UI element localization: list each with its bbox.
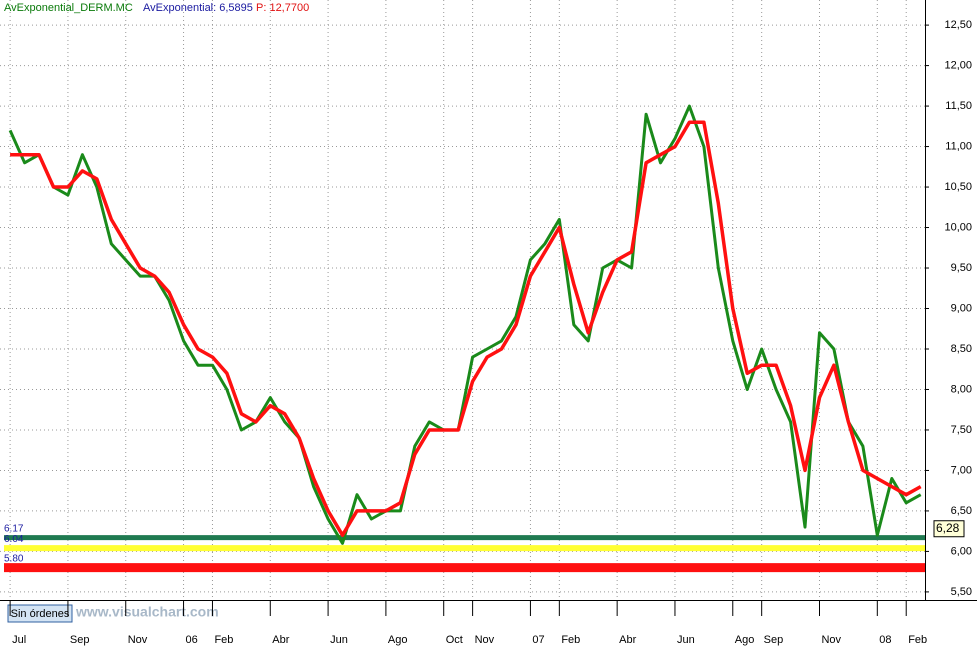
last-price-label: 6,28 — [936, 521, 960, 535]
x-tick-label: Jun — [677, 634, 695, 646]
y-tick-label: 12,00 — [944, 59, 972, 71]
y-tick-label: 7,50 — [951, 424, 972, 436]
level-label: 5.80 — [4, 553, 24, 564]
level-label: 6.04 — [4, 534, 24, 545]
header-name: AvExponential_DERM.MC — [4, 2, 133, 14]
x-tick-label: Nov — [128, 634, 148, 646]
y-tick-label: 10,50 — [944, 181, 972, 193]
series-line — [8, 104, 922, 545]
x-tick-label: Oct — [446, 634, 463, 646]
y-tick-label: 6,00 — [951, 545, 972, 557]
x-tick-label: Abr — [619, 634, 636, 646]
x-tick-label: Abr — [272, 634, 289, 646]
y-tick-label: 6,50 — [951, 505, 972, 517]
y-tick-label: 11,00 — [945, 140, 972, 152]
x-tick-label: 08 — [879, 634, 891, 646]
x-tick-label: Nov — [475, 634, 495, 646]
y-tick-label: 8,00 — [951, 383, 972, 395]
orders-button[interactable] — [7, 604, 73, 623]
x-tick-label: Feb — [908, 634, 927, 646]
y-tick-label: 9,00 — [951, 302, 972, 314]
y-tick-label: 5,50 — [951, 586, 972, 598]
y-tick-label: 7,00 — [951, 464, 972, 476]
y-tick-label: 8,50 — [951, 343, 972, 355]
x-tick-label: Feb — [561, 634, 580, 646]
last-price-box — [933, 520, 965, 538]
orders-button-label[interactable]: Sin órdenes — [11, 608, 70, 620]
y-tick-label: 12,50 — [944, 19, 972, 31]
x-tick-label: Ago — [735, 634, 755, 646]
x-tick-label: Jun — [330, 634, 348, 646]
y-tick-label: 11,50 — [945, 100, 972, 112]
x-tick-label: Feb — [214, 634, 233, 646]
x-tick-label: Sep — [764, 634, 784, 646]
y-tick-label: 9,50 — [951, 262, 972, 274]
header-price: P: 12,7700 — [256, 2, 309, 14]
x-tick-label: Ago — [388, 634, 408, 646]
y-tick-label: 10,00 — [944, 221, 972, 233]
watermark: www.visualchart.com — [75, 604, 219, 620]
series-line — [10, 120, 922, 537]
x-tick-label: Jul — [12, 634, 26, 646]
level-label: 6.17 — [4, 523, 24, 534]
x-tick-label: Sep — [70, 634, 90, 646]
x-tick-label: 06 — [186, 634, 198, 646]
x-tick-label: Nov — [821, 634, 841, 646]
x-tick-label: 07 — [532, 634, 544, 646]
plot-area — [0, 0, 925, 600]
header-indicator: AvExponential: 6,5895 — [143, 2, 253, 14]
